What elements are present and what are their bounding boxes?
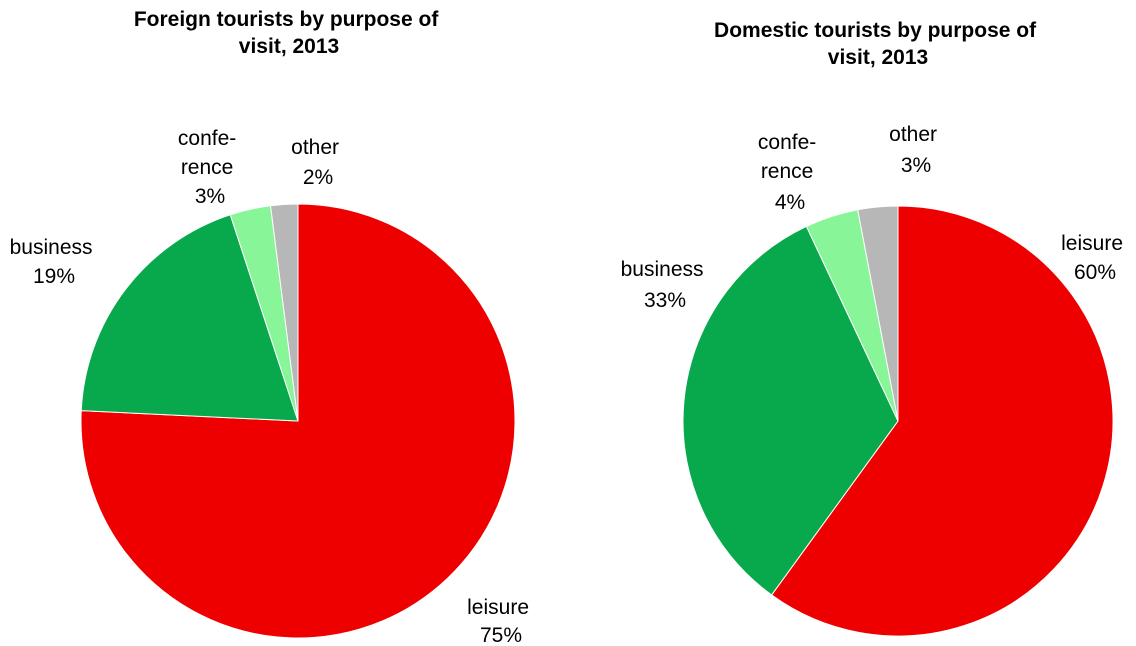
slice-value-label: 3% bbox=[195, 185, 225, 208]
chart-title-line-2: visit, 2013 bbox=[828, 46, 928, 69]
pie-slice-leisure bbox=[771, 205, 1114, 637]
pie-slice-other bbox=[857, 205, 899, 422]
slice-label-name: leisure bbox=[467, 596, 529, 619]
slice-label-name-line-2: rence bbox=[181, 156, 234, 179]
slice-label-business: business 33% bbox=[621, 258, 710, 312]
slice-value-label: 4% bbox=[775, 191, 805, 214]
slice-label-other: other 2% bbox=[291, 136, 345, 189]
slice-value-label: 19% bbox=[33, 265, 75, 288]
pie-slice-other bbox=[270, 203, 299, 422]
slice-value-label: 33% bbox=[644, 289, 686, 312]
slice-label-name-line-2: rence bbox=[761, 160, 814, 183]
pie-slices bbox=[80, 203, 516, 639]
pie-slice-business bbox=[682, 225, 899, 596]
domestic-tourists-pie-chart: Domestic tourists by purpose of visit, 2… bbox=[621, 19, 1129, 637]
slice-label-business: business 19% bbox=[10, 236, 99, 288]
slice-label-other: other 3% bbox=[889, 123, 943, 177]
slice-label-name: leisure bbox=[1061, 232, 1123, 255]
slice-label-leisure: leisure 60% bbox=[1061, 232, 1129, 284]
slice-value-label: 60% bbox=[1074, 261, 1116, 284]
slice-label-name: business bbox=[621, 258, 704, 281]
slice-value-label: 3% bbox=[901, 154, 931, 177]
slice-label-name: other bbox=[889, 123, 937, 146]
chart-title-line-1: Foreign tourists by purpose of bbox=[134, 8, 440, 31]
chart-title-line-2: visit, 2013 bbox=[239, 35, 339, 58]
slice-label-name: business bbox=[10, 236, 93, 259]
slice-label-conference: confe- rence 3% bbox=[178, 127, 242, 208]
slice-label-conference: confe- rence 4% bbox=[758, 131, 822, 214]
chart-title: Foreign tourists by purpose of visit, 20… bbox=[134, 8, 444, 58]
slice-value-label: 75% bbox=[480, 624, 522, 646]
slice-label-leisure: leisure 75% bbox=[467, 596, 535, 646]
slice-label-name-line-1: confe- bbox=[178, 127, 236, 150]
foreign-tourists-pie-chart: Foreign tourists by purpose of visit, 20… bbox=[10, 8, 535, 646]
pie-slices bbox=[682, 205, 1114, 637]
pie-slice-business bbox=[80, 214, 299, 422]
slice-label-name-line-1: confe- bbox=[758, 131, 816, 154]
slice-value-label: 2% bbox=[303, 166, 333, 189]
slice-label-name: other bbox=[291, 136, 339, 159]
chart-title-line-1: Domestic tourists by purpose of bbox=[714, 19, 1037, 42]
chart-title: Domestic tourists by purpose of visit, 2… bbox=[714, 19, 1042, 69]
